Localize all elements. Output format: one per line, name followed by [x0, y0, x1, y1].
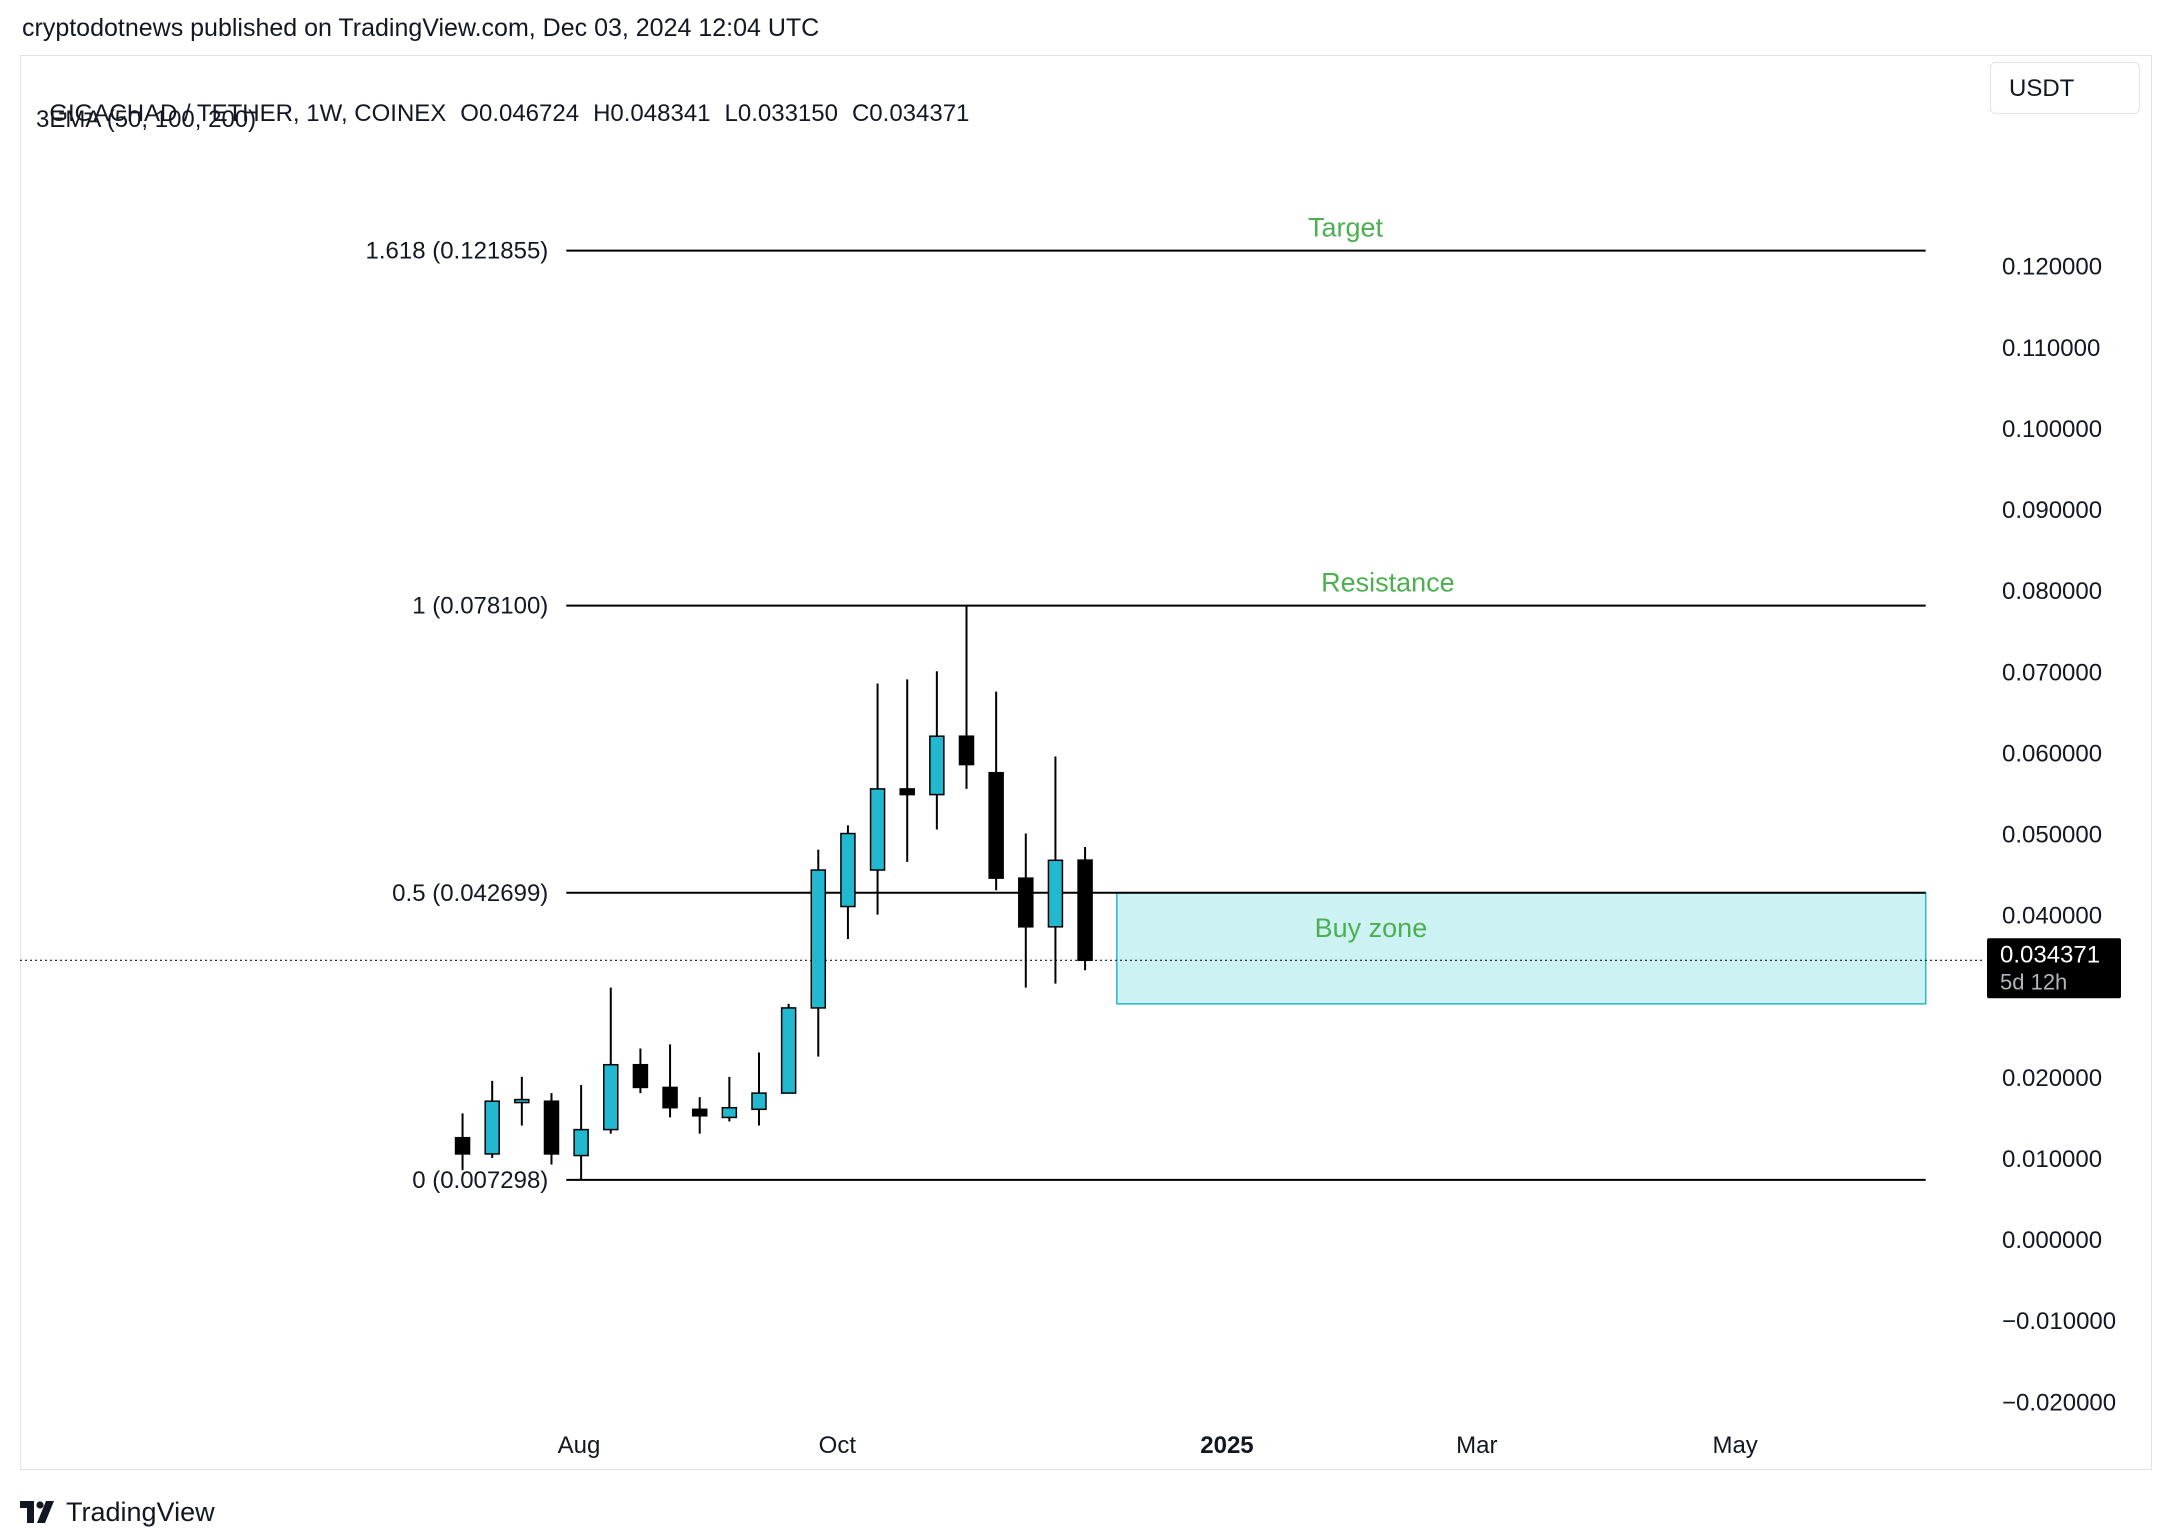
chart-annotation: Resistance: [1321, 568, 1455, 598]
y-tick-label: −0.010000: [2002, 1308, 2116, 1335]
y-tick-label: 0.070000: [2002, 659, 2102, 686]
y-tick-label: 0.000000: [2002, 1227, 2102, 1254]
fib-level-label: 1 (0.078100): [412, 593, 548, 620]
last-price-badge: [1987, 938, 2121, 999]
y-tick-label: −0.020000: [2002, 1389, 2116, 1416]
x-tick-label: Aug: [558, 1432, 601, 1459]
candle-body: [573, 1128, 589, 1157]
y-tick-label: 0.110000: [2002, 335, 2100, 362]
buy-zone-rect: [1116, 891, 1927, 1005]
candle-body: [484, 1100, 500, 1155]
fib-level-label: 1.618 (0.121855): [365, 238, 548, 265]
symbol-name[interactable]: GIGACHAD / TETHER, 1W, COINEX: [49, 100, 447, 127]
currency-selector[interactable]: USDT: [1990, 62, 2140, 114]
candle-body: [721, 1106, 738, 1119]
footer: TradingView: [20, 1494, 215, 1530]
candle-body: [929, 735, 945, 796]
y-tick-label: 0.020000: [2002, 1065, 2102, 1092]
open-value: O0.046724: [460, 100, 580, 127]
y-tick-label: 0.050000: [2002, 822, 2102, 849]
high-value: H0.048341: [593, 100, 711, 127]
candle-body: [840, 832, 856, 908]
fib-level-label: 0.5 (0.042699): [392, 880, 548, 907]
candle-body: [988, 771, 1004, 879]
candle-body: [632, 1063, 649, 1089]
x-tick-label: Oct: [819, 1432, 857, 1459]
candle-body: [869, 788, 886, 871]
x-tick-label: Mar: [1456, 1432, 1497, 1459]
candle-body: [603, 1063, 619, 1131]
candle-body: [1077, 859, 1093, 962]
publisher-line: cryptodotnews published on TradingView.c…: [22, 14, 820, 42]
candle-body: [662, 1086, 678, 1109]
candle-body: [751, 1092, 767, 1111]
fib-level-label: 0 (0.007298): [412, 1167, 548, 1194]
candle-body: [810, 869, 827, 1009]
brand-name: TradingView: [66, 1496, 215, 1527]
tradingview-logo-icon: [20, 1501, 54, 1523]
x-tick-label: May: [1712, 1432, 1757, 1459]
countdown-label: 5d 12h: [2000, 969, 2067, 994]
candle-body: [899, 788, 915, 796]
chart-annotation: Buy zone: [1315, 913, 1428, 943]
chart-annotation: Target: [1308, 213, 1384, 243]
candle-body: [691, 1108, 708, 1117]
indicator-legend[interactable]: 3EMA (50, 100, 200): [36, 106, 257, 133]
y-tick-label: 0.090000: [2002, 497, 2102, 524]
y-tick-label: 0.080000: [2002, 578, 2102, 605]
close-value: C0.034371: [851, 100, 970, 127]
chart-frame: [20, 55, 2152, 1470]
candle-body: [514, 1098, 530, 1104]
candle-body: [1018, 877, 1034, 928]
candle-body: [780, 1007, 797, 1094]
last-price-label: 0.034371: [2000, 941, 2100, 968]
low-value: L0.033150: [724, 100, 838, 127]
x-tick-label: 2025: [1200, 1432, 1253, 1459]
symbol-legend[interactable]: GIGACHAD / TETHER, 1W, COINEX O0.046724 H0…: [36, 72, 983, 128]
candle-body: [454, 1136, 471, 1155]
y-tick-label: 0.120000: [2002, 254, 2102, 281]
y-tick-label: 0.100000: [2002, 416, 2102, 443]
y-tick-label: 0.060000: [2002, 740, 2102, 767]
y-tick-label: 0.040000: [2002, 903, 2102, 930]
candle-body: [1047, 859, 1064, 928]
y-tick-label: 0.010000: [2002, 1146, 2102, 1173]
candle-body: [958, 735, 975, 766]
candle-body: [543, 1100, 560, 1155]
